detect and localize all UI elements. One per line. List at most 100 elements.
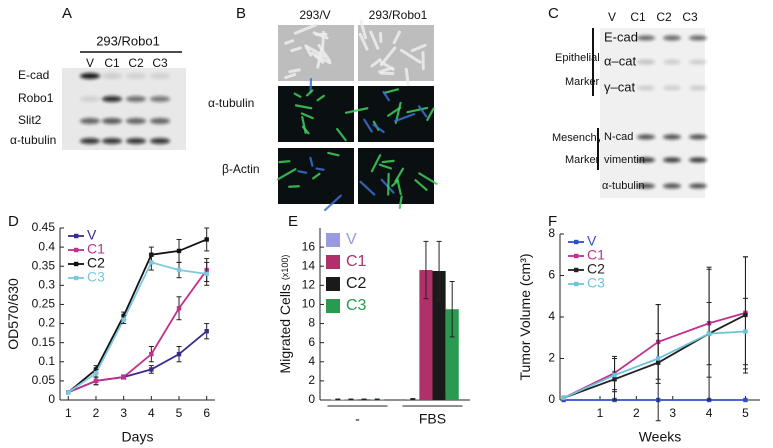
legend-label: C3	[346, 297, 367, 314]
blot-band	[126, 138, 146, 144]
series-line	[67, 261, 207, 394]
cell	[369, 30, 380, 50]
stained-cell	[276, 168, 297, 181]
blot-band	[150, 73, 170, 79]
row-label: Robo1	[18, 91, 54, 105]
stained-cell	[301, 115, 307, 135]
y-tick-label: 4	[548, 309, 555, 323]
y-tick-label: 12	[302, 278, 316, 292]
x-tick-label: 4	[148, 406, 155, 420]
point	[706, 331, 712, 336]
group-label: Marker	[565, 76, 600, 88]
y-tick-label: 0	[308, 392, 315, 406]
stained-cell	[300, 112, 314, 120]
bar	[432, 271, 446, 400]
blot-band	[637, 35, 655, 41]
point	[743, 397, 748, 403]
blot	[600, 28, 705, 198]
panel-label: D	[8, 213, 19, 230]
y-tick-label: 4	[308, 354, 315, 368]
stained-cell	[382, 90, 390, 102]
blot-band	[126, 96, 146, 102]
blot-band	[637, 59, 655, 65]
micrograph	[358, 86, 434, 142]
blot-band	[80, 73, 100, 79]
legend-marker	[74, 247, 79, 253]
blot	[62, 68, 186, 150]
row-label: N-cad	[604, 131, 633, 143]
lane-label: C3	[152, 56, 168, 70]
series-line	[67, 269, 208, 394]
stained-cell	[406, 106, 429, 114]
blot-band	[102, 96, 122, 102]
cell	[359, 19, 368, 40]
blot-band	[126, 73, 146, 79]
blot-band	[80, 96, 100, 102]
cell	[410, 43, 427, 53]
stained-cell	[294, 104, 313, 110]
y-tick-label: 0.15	[32, 335, 56, 349]
x-tick-label: 5	[742, 406, 749, 420]
point	[204, 237, 209, 242]
row-label: α–cat	[604, 53, 636, 68]
y-axis-title-unit: (x100)	[280, 255, 290, 281]
x-tick-label: 2	[93, 406, 100, 420]
point	[204, 329, 209, 334]
panel-label: A	[62, 5, 72, 22]
cell	[305, 44, 327, 58]
point	[612, 372, 617, 378]
stained-cell	[426, 107, 435, 122]
blot-band	[150, 96, 170, 102]
stained-cell	[378, 163, 393, 170]
legend-marker	[574, 281, 579, 287]
legend-label: V	[346, 231, 357, 248]
x-axis-title: Weeks	[639, 429, 682, 445]
y-tick-label: 0.2	[38, 316, 55, 330]
cell	[316, 47, 324, 69]
blot-band	[637, 157, 655, 163]
series-line	[67, 238, 208, 394]
y-axis-title-text: OD570/630	[5, 278, 21, 350]
blot-band	[102, 118, 122, 124]
stained-cell	[372, 123, 385, 134]
lane-label: C2	[128, 56, 144, 70]
panel-label: C	[548, 5, 559, 22]
row-label: γ–cat	[604, 79, 635, 94]
row-label: α-tubulin	[10, 133, 56, 147]
stained-cell	[315, 167, 325, 171]
point	[93, 371, 99, 376]
y-tick-label: 6	[548, 268, 555, 282]
cell	[284, 72, 297, 80]
y-tick-label: 0.3	[38, 278, 55, 292]
legend-label: C2	[87, 255, 105, 271]
panel-label: B	[236, 5, 246, 22]
y-axis-title: Tumor Volume (cm³)	[517, 253, 533, 380]
stained-cell	[293, 92, 302, 98]
y-tick-label: 0	[48, 392, 55, 406]
cell	[293, 23, 317, 35]
stained-cell	[418, 172, 438, 185]
blot-band	[663, 183, 681, 189]
y-tick-label: 8	[548, 226, 555, 240]
stained-cell	[324, 194, 342, 212]
row-label: β-Actin	[222, 162, 260, 176]
legend-marker	[574, 239, 579, 245]
cell	[380, 60, 395, 71]
lane-label: C1	[630, 10, 646, 24]
y-tick-label: 0.25	[32, 297, 56, 311]
y-tick-label: 8	[308, 316, 315, 330]
legend-label: V	[587, 233, 597, 249]
point	[743, 329, 748, 334]
blot-band	[637, 134, 655, 140]
blot-band	[689, 157, 707, 163]
blot-header: 293/Robo1	[96, 33, 160, 48]
stained-cell	[381, 159, 395, 164]
legend-swatch	[326, 299, 340, 313]
lane-label: V	[608, 10, 616, 24]
stained-cell	[398, 195, 403, 210]
lane-label: C3	[682, 10, 698, 24]
x-tick-label: 2	[633, 406, 640, 420]
blot-band	[663, 59, 681, 65]
y-tick-label: 0.4	[38, 239, 55, 253]
